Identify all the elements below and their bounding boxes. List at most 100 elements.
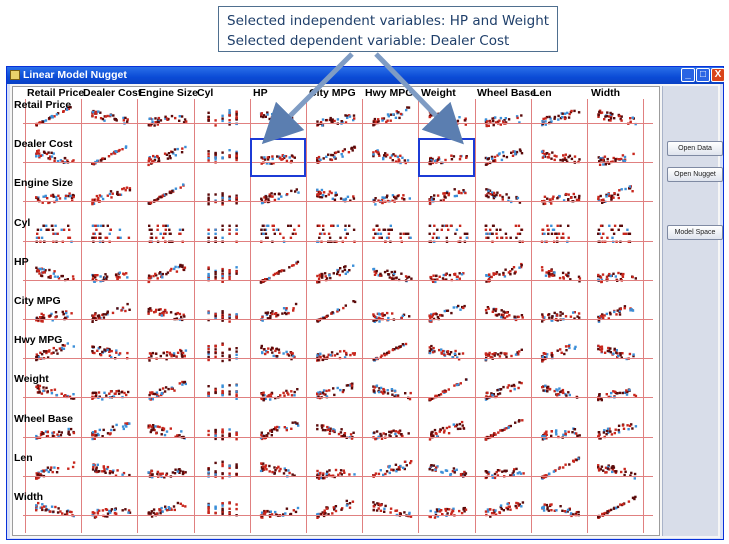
scatter-point — [262, 465, 265, 468]
scatter-point — [438, 348, 441, 352]
selected-cell-weight[interactable] — [418, 138, 475, 178]
scatter-point — [433, 428, 437, 432]
scatter-point — [628, 388, 631, 392]
scatter-point — [445, 309, 448, 312]
scatter-point — [113, 152, 117, 155]
scatter-point — [59, 159, 63, 162]
scatter-point — [221, 267, 224, 271]
scatter-point — [548, 115, 551, 119]
scatter-point — [70, 240, 73, 243]
scatter-point — [45, 386, 48, 390]
scatter-point — [260, 433, 263, 437]
scatter-point — [221, 317, 224, 320]
scatter-point — [600, 398, 603, 402]
scatter-point — [113, 428, 116, 432]
scatter-point — [228, 119, 231, 122]
scatter-point — [431, 351, 435, 354]
close-button[interactable]: X — [711, 68, 725, 82]
scatter-point — [37, 269, 40, 273]
scatter-point — [561, 115, 564, 119]
scatter-point — [148, 397, 151, 400]
row-header-weight: Weight — [14, 373, 49, 386]
grid-horizontal-line — [23, 319, 653, 320]
scatter-point — [115, 119, 118, 122]
scatter-point — [96, 512, 100, 515]
scatter-point — [597, 467, 601, 470]
scatter-point — [387, 273, 391, 276]
scatter-point — [378, 236, 381, 239]
scatter-point — [318, 390, 322, 394]
scatter-point — [214, 236, 217, 239]
scatter-point — [127, 390, 130, 394]
scatter-point — [377, 152, 380, 155]
scatter-point — [268, 193, 271, 196]
window-titlebar[interactable]: Linear Model Nugget _ □ X — [7, 67, 725, 84]
scatter-point — [493, 432, 496, 435]
scatter-point — [184, 505, 187, 508]
scatter-point — [329, 158, 332, 161]
scatter-point — [291, 421, 294, 424]
scatter-point — [441, 390, 445, 393]
scatter-point — [295, 262, 298, 265]
scatter-point — [61, 240, 64, 243]
scatter-point — [228, 384, 231, 387]
scatter-point — [160, 506, 163, 510]
scatter-point — [464, 117, 467, 120]
open-nugget-button[interactable]: Open Nugget — [667, 167, 723, 182]
row-header-retail-price: Retail Price — [14, 99, 72, 111]
scatter-point — [157, 308, 161, 311]
scatter-point — [341, 155, 344, 158]
scatter-point — [269, 393, 273, 396]
scatter-point — [565, 158, 568, 162]
scatter-point — [207, 116, 210, 120]
scatter-point — [58, 347, 62, 350]
open-data-button[interactable]: Open Data — [667, 141, 723, 156]
scatter-point — [283, 467, 286, 470]
scatter-point — [378, 387, 381, 390]
scatter-point — [91, 236, 94, 239]
scatter-point — [228, 501, 231, 504]
scatter-point — [72, 194, 75, 197]
scatter-point — [437, 156, 441, 159]
scatter-point — [260, 199, 264, 202]
scatter-point — [280, 158, 283, 161]
scatter-point — [435, 313, 438, 316]
scatter-point — [518, 350, 521, 353]
scatter-point — [91, 391, 95, 394]
scatter-cell — [597, 464, 637, 480]
scatter-point — [52, 351, 55, 354]
scatter-point — [627, 428, 630, 431]
scatter-point — [521, 419, 524, 422]
scatter-point — [264, 311, 267, 315]
scatter-point — [173, 148, 177, 151]
scatter-point — [384, 155, 388, 158]
scatter-point — [207, 392, 210, 395]
scatter-point — [451, 509, 455, 513]
selected-cell-hp[interactable] — [249, 138, 306, 178]
scatter-point — [450, 154, 453, 157]
scatter-point — [118, 271, 121, 274]
scatter-point — [122, 427, 125, 431]
scatter-point — [104, 236, 107, 239]
scatter-point — [343, 268, 347, 272]
minimize-button[interactable]: _ — [681, 68, 695, 82]
scatter-point — [392, 277, 395, 280]
maximize-button[interactable]: □ — [696, 68, 710, 82]
scatter-point — [221, 310, 224, 313]
scatter-point — [387, 115, 390, 118]
scatter-point — [556, 197, 559, 200]
scatter-point — [619, 503, 622, 506]
scatter-point — [327, 232, 331, 235]
grid-vertical-line — [587, 99, 588, 533]
scatter-point — [505, 155, 509, 159]
scatter-point — [159, 512, 162, 515]
model-space-button[interactable]: Model Space — [667, 225, 723, 240]
scatter-point — [65, 310, 68, 313]
scatter-point — [177, 265, 180, 269]
scatter-point — [487, 124, 490, 127]
scatter-point — [398, 116, 401, 120]
scatter-point — [339, 350, 342, 353]
scatter-point — [339, 236, 342, 239]
scatter-point — [434, 432, 437, 435]
scatter-point — [602, 317, 605, 320]
